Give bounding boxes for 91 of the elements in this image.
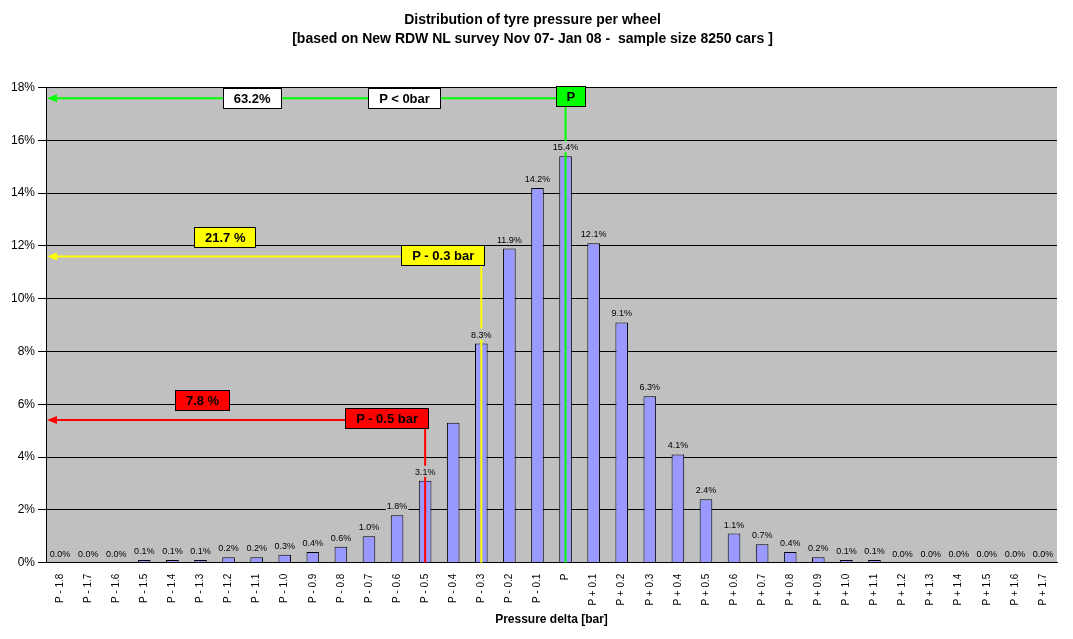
x-tick-label: P - 1.7 [81, 573, 93, 603]
x-tick-label: P + 1.0 [840, 573, 852, 606]
annotation: P [555, 86, 587, 108]
data-label: 15.4% [552, 142, 579, 153]
data-label: 0.0% [920, 548, 941, 559]
x-tick-label: P - 0.7 [362, 573, 374, 603]
data-label: 9.1% [611, 308, 632, 319]
x-tick-label: P + 0.2 [615, 573, 627, 606]
annotation: P - 0.3 bar [401, 244, 486, 266]
y-tick-label: 2% [17, 502, 36, 517]
data-label: 0.4% [779, 538, 801, 549]
x-tick-label: P - 0.9 [306, 573, 318, 603]
x-tick-label: P + 1.1 [868, 573, 880, 606]
x-tick-label: P + 0.5 [699, 573, 711, 606]
x-tick-label: P + 0.6 [727, 573, 739, 606]
y-tick-label: 0% [17, 554, 36, 569]
data-label: 2.4% [695, 485, 717, 496]
y-tick-label: 4% [17, 449, 36, 464]
data-label: 4.1% [667, 440, 689, 451]
data-label: 0.1% [864, 545, 885, 556]
data-label: 0.1% [190, 545, 211, 556]
data-label: 0.3% [274, 540, 295, 551]
annotation: P < 0bar [368, 88, 441, 110]
x-tick-label: P + 0.8 [783, 573, 795, 606]
x-tick-label: P - 0.1 [531, 573, 543, 603]
data-label: 0.0% [105, 548, 127, 559]
x-tick-label: P - 0.2 [503, 573, 515, 603]
y-tick-label: 6% [17, 396, 36, 411]
data-label: 11.9% [496, 234, 522, 245]
y-tick-label: 16% [10, 132, 36, 147]
x-tick-label: P + 1.6 [1008, 573, 1020, 606]
x-tick-label: P + 0.9 [812, 573, 824, 606]
x-tick-label: P + 0.1 [587, 573, 599, 606]
y-tick-label: 12% [10, 238, 36, 253]
annotation: 21.7 % [194, 226, 257, 248]
y-tick-label: 18% [10, 79, 36, 94]
chart-title: Distribution of tyre pressure per wheel [404, 11, 661, 28]
data-label: 14.2% [524, 173, 551, 184]
x-tick-label: P - 1.6 [109, 573, 121, 603]
x-tick-label: P - 0.5 [418, 573, 430, 603]
x-tick-label: P + 1.4 [952, 573, 964, 606]
x-tick-label: P [559, 573, 571, 581]
x-tick-label: P + 0.4 [671, 573, 683, 606]
data-label: 6.3% [639, 382, 661, 393]
data-label: 0.2% [246, 543, 267, 554]
x-tick-label: P - 1.4 [166, 573, 178, 603]
annotation: 63.2% [222, 88, 282, 110]
x-tick-label: P - 1.0 [278, 573, 290, 603]
x-tick-label: P + 1.7 [1036, 573, 1048, 606]
data-label: 0.2% [218, 543, 239, 554]
data-label: 0.0% [77, 548, 99, 559]
data-label: 0.0% [976, 548, 998, 559]
x-tick-label: P - 1.3 [194, 573, 206, 603]
data-label: 1.8% [386, 501, 408, 512]
x-tick-label: P - 0.8 [334, 573, 346, 603]
data-label: 0.2% [808, 543, 829, 554]
y-tick-label: 8% [17, 343, 36, 358]
data-label: 0.6% [330, 532, 352, 543]
data-label: 1.0% [358, 522, 380, 533]
data-label: 8.3% [471, 329, 492, 340]
data-label: 0.1% [134, 545, 155, 556]
data-label: 12.1% [580, 229, 607, 240]
x-tick-label: P + 1.3 [924, 573, 936, 606]
annotation: 7.8 % [174, 390, 231, 412]
data-label: 0.0% [948, 548, 969, 559]
x-tick-label: P - 0.4 [446, 573, 458, 603]
data-label: 1.1% [723, 519, 745, 530]
x-axis-title: Pressure delta [bar] [495, 612, 608, 627]
y-tick-label: 10% [10, 291, 36, 306]
x-tick-label: P - 0.6 [390, 573, 402, 603]
data-label: 0.0% [49, 548, 71, 559]
data-label: 0.7% [751, 530, 773, 541]
x-tick-label: P - 1.5 [138, 573, 150, 603]
data-label: 0.0% [892, 548, 913, 559]
data-label: 0.0% [1004, 548, 1026, 559]
data-label: 0.1% [836, 545, 857, 556]
data-label: 0.0% [1032, 548, 1054, 559]
data-label: 0.4% [302, 538, 324, 549]
x-tick-label: P + 1.5 [980, 573, 992, 606]
x-tick-label: P - 1.1 [250, 573, 262, 603]
x-tick-label: P + 1.2 [896, 573, 908, 606]
x-tick-label: P - 1.2 [222, 573, 234, 603]
data-label: 3.1% [414, 466, 436, 477]
x-tick-label: P + 0.7 [755, 573, 767, 606]
x-tick-label: P - 0.3 [475, 573, 487, 603]
x-tick-label: P - 1.8 [53, 573, 65, 603]
chart-subtitle: [based on New RDW NL survey Nov 07- Jan 08 - sample size 8250 cars ] [292, 30, 773, 47]
annotation: P - 0.5 bar [345, 408, 430, 430]
data-label: 0.1% [162, 545, 183, 556]
x-tick-label: P + 0.3 [643, 573, 655, 606]
y-tick-label: 14% [10, 185, 36, 200]
